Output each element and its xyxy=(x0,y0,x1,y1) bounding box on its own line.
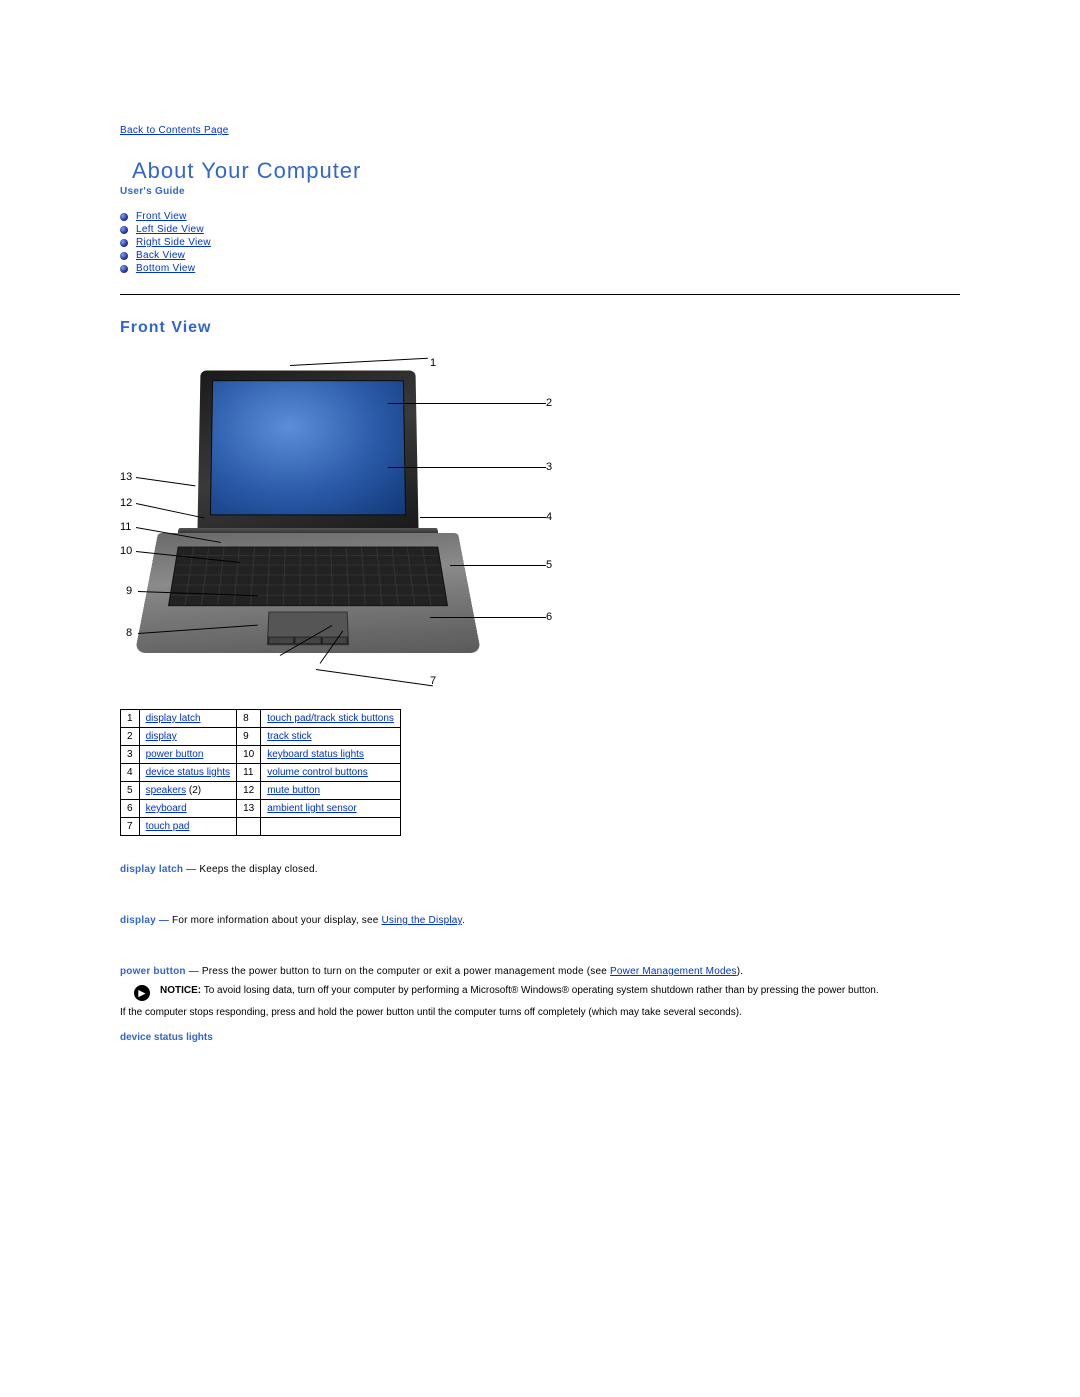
term: display latch — xyxy=(120,864,196,875)
part-cell: speakers (2) xyxy=(139,782,237,800)
part-number: 7 xyxy=(121,818,140,836)
part-link[interactable]: touch pad/track stick buttons xyxy=(267,713,394,724)
part-cell: display latch xyxy=(139,710,237,728)
part-number: 5 xyxy=(121,782,140,800)
part-cell: keyboard xyxy=(139,800,237,818)
desc-text: For more information about your display,… xyxy=(169,915,381,926)
bullet-icon xyxy=(120,252,128,260)
part-cell: keyboard status lights xyxy=(261,746,401,764)
callout-number: 6 xyxy=(546,611,552,623)
part-cell: power button xyxy=(139,746,237,764)
section-heading: Front View xyxy=(120,319,960,337)
toc-link-bottom-view[interactable]: Bottom View xyxy=(136,263,195,274)
toc-item: Front View xyxy=(120,211,960,222)
part-link[interactable]: display latch xyxy=(146,713,201,724)
callout-number: 12 xyxy=(120,497,132,509)
part-cell: volume control buttons xyxy=(261,764,401,782)
callout-number: 13 xyxy=(120,471,132,483)
parts-table: 1 display latch 8 touch pad/track stick but… xyxy=(120,709,401,836)
bullet-icon xyxy=(120,265,128,273)
notice-label: NOTICE: xyxy=(160,985,201,996)
desc-power-button: power button — Press the power button to… xyxy=(120,966,960,977)
notice-block: ► NOTICE: To avoid losing data, turn off… xyxy=(120,985,960,1001)
callout-number: 1 xyxy=(430,357,436,369)
bullet-icon xyxy=(120,213,128,221)
part-number xyxy=(237,818,261,836)
front-view-figure: 12345671312111098 xyxy=(120,349,560,689)
callout-number: 8 xyxy=(126,627,132,639)
callout-number: 3 xyxy=(546,461,552,473)
part-cell: touch pad xyxy=(139,818,237,836)
divider xyxy=(120,294,960,295)
part-number: 13 xyxy=(237,800,261,818)
part-number: 2 xyxy=(121,728,140,746)
part-cell: touch pad/track stick buttons xyxy=(261,710,401,728)
part-number: 12 xyxy=(237,782,261,800)
toc-link-right-side-view[interactable]: Right Side View xyxy=(136,237,211,248)
bullet-icon xyxy=(120,239,128,247)
part-number: 10 xyxy=(237,746,261,764)
notice-text: NOTICE: To avoid losing data, turn off y… xyxy=(160,985,879,996)
part-cell xyxy=(261,818,401,836)
part-number: 9 xyxy=(237,728,261,746)
callout-number: 5 xyxy=(546,559,552,571)
part-link[interactable]: mute button xyxy=(267,785,320,796)
link-using-display[interactable]: Using the Display xyxy=(382,915,462,926)
part-link[interactable]: device status lights xyxy=(146,767,231,778)
callout-number: 10 xyxy=(120,545,132,557)
toc-item: Back View xyxy=(120,250,960,261)
page-subtitle: User's Guide xyxy=(120,186,960,197)
notice-icon: ► xyxy=(134,985,150,1001)
part-link[interactable]: track stick xyxy=(267,731,311,742)
desc-device-status-lights: device status lights xyxy=(120,1032,960,1043)
part-number: 6 xyxy=(121,800,140,818)
desc-text: Keeps the display closed. xyxy=(196,864,317,875)
term: display — xyxy=(120,915,169,926)
part-cell: device status lights xyxy=(139,764,237,782)
back-to-contents-link[interactable]: Back to Contents Page xyxy=(120,125,229,136)
toc-link-back-view[interactable]: Back View xyxy=(136,250,185,261)
toc-item: Bottom View xyxy=(120,263,960,274)
desc-after: . xyxy=(462,915,465,926)
page-title: About Your Computer xyxy=(132,158,960,184)
part-cell: mute button xyxy=(261,782,401,800)
callout-number: 11 xyxy=(120,521,131,533)
desc-display-latch: display latch — Keeps the display closed… xyxy=(120,864,960,875)
callout-number: 9 xyxy=(126,585,132,597)
desc-text: Press the power button to turn on the co… xyxy=(199,966,610,977)
toc-list: Front View Left Side View Right Side Vie… xyxy=(120,211,960,274)
notice-body: To avoid losing data, turn off your comp… xyxy=(201,985,879,996)
toc-item: Left Side View xyxy=(120,224,960,235)
part-number: 1 xyxy=(121,710,140,728)
callout-number: 7 xyxy=(430,675,436,687)
part-link[interactable]: volume control buttons xyxy=(267,767,368,778)
part-link[interactable]: keyboard status lights xyxy=(267,749,364,760)
bullet-icon xyxy=(120,226,128,234)
part-cell: ambient light sensor xyxy=(261,800,401,818)
part-link[interactable]: ambient light sensor xyxy=(267,803,357,814)
toc-item: Right Side View xyxy=(120,237,960,248)
part-number: 11 xyxy=(237,764,261,782)
desc-stop-responding: If the computer stops responding, press … xyxy=(120,1007,960,1018)
part-link[interactable]: keyboard xyxy=(146,803,187,814)
part-link[interactable]: speakers xyxy=(146,785,187,796)
callout-number: 2 xyxy=(546,397,552,409)
callout-number: 4 xyxy=(546,511,552,523)
part-link[interactable]: display xyxy=(146,731,177,742)
part-number: 8 xyxy=(237,710,261,728)
toc-link-left-side-view[interactable]: Left Side View xyxy=(136,224,204,235)
part-cell: display xyxy=(139,728,237,746)
toc-link-front-view[interactable]: Front View xyxy=(136,211,187,222)
part-number: 3 xyxy=(121,746,140,764)
part-cell: track stick xyxy=(261,728,401,746)
desc-display: display — For more information about you… xyxy=(120,915,960,926)
link-power-management[interactable]: Power Management Modes xyxy=(610,966,737,977)
term: power button — xyxy=(120,966,199,977)
part-number: 4 xyxy=(121,764,140,782)
part-link[interactable]: power button xyxy=(146,749,204,760)
desc-after: ). xyxy=(737,966,744,977)
part-link[interactable]: touch pad xyxy=(146,821,190,832)
